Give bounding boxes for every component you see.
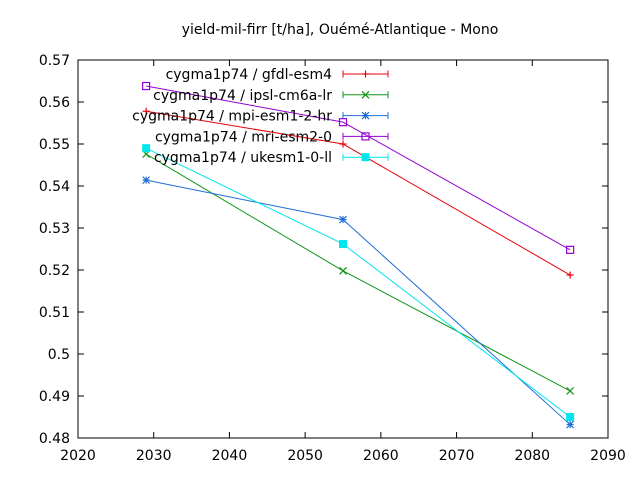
legend-item: cygma1p74 / ipsl-cm6a-lr [153,88,389,104]
data-point [566,387,575,395]
legend-item: cygma1p74 / mpi-esm1-2-hr [132,109,389,125]
y-tick-label: 0.56 [39,95,70,111]
y-tick-label: 0.5 [48,347,70,363]
data-point [339,215,347,224]
axis-ticks: 2020 2030 2040 2050 2060 2070 2080 2090 0.48 0.49… [39,53,626,464]
series-5 [142,144,575,421]
x-tick-label: 2040 [212,448,248,464]
legend-label: cygma1p74 / mri-esm2-0 [155,129,332,145]
data-point [339,266,347,275]
series-3 [142,176,575,429]
y-tick-label: 0.51 [39,305,70,321]
plot-area-border [77,59,609,439]
legend-label: cygma1p74 / gfdl-esm4 [166,67,333,83]
y-tick-label: 0.53 [39,221,70,237]
data-point [566,413,575,421]
x-tick-label: 2020 [60,448,96,464]
y-tick-label: 0.48 [39,431,70,447]
data-point [142,81,151,91]
x-tick-label: 2050 [287,448,323,464]
data-point [339,140,347,148]
legend: cygma1p74 / gfdl-esm4 cygma1p74 / ipsl-cm… [132,67,389,166]
data-point [361,132,370,141]
series-line [145,153,571,392]
data-point [142,107,150,115]
legend-label: cygma1p74 / ipsl-cm6a-lr [153,88,332,104]
x-tick-label: 2090 [590,448,626,464]
series-line [146,85,571,251]
series-4 [142,81,575,254]
y-tick-label: 0.52 [39,263,70,279]
chart-title: yield-mil-firr [t/ha], Ouémé-Atlantique … [182,22,499,38]
x-tick-label: 2060 [363,448,399,464]
y-tick-label: 0.57 [39,53,70,69]
data-point [566,420,575,429]
x-tick-label: 2070 [439,448,475,464]
x-tick-label: 2080 [514,448,550,464]
data-point [142,144,151,153]
series-line [146,179,571,425]
legend-item: cygma1p74 / ukesm1-0-ll [154,150,389,166]
data-point [362,70,369,78]
y-tick-label: 0.54 [39,179,70,195]
data-point [566,271,574,279]
y-tick-label: 0.55 [39,137,70,153]
y-tick-label: 0.49 [39,389,70,405]
data-point [361,153,370,162]
series-1 [142,107,574,279]
series-2 [142,150,575,395]
data-point [361,90,370,99]
legend-item: cygma1p74 / mri-esm2-0 [155,129,389,145]
legend-label: cygma1p74 / ukesm1-0-ll [154,150,332,166]
x-tick-label: 2030 [136,448,172,464]
data-point [142,176,151,185]
legend-label: cygma1p74 / mpi-esm1-2-hr [132,109,332,125]
legend-item: cygma1p74 / gfdl-esm4 [166,67,389,83]
series-group [142,81,575,429]
data-point [361,111,370,120]
data-point [339,239,347,248]
series-line [145,147,571,418]
data-point [566,245,575,254]
